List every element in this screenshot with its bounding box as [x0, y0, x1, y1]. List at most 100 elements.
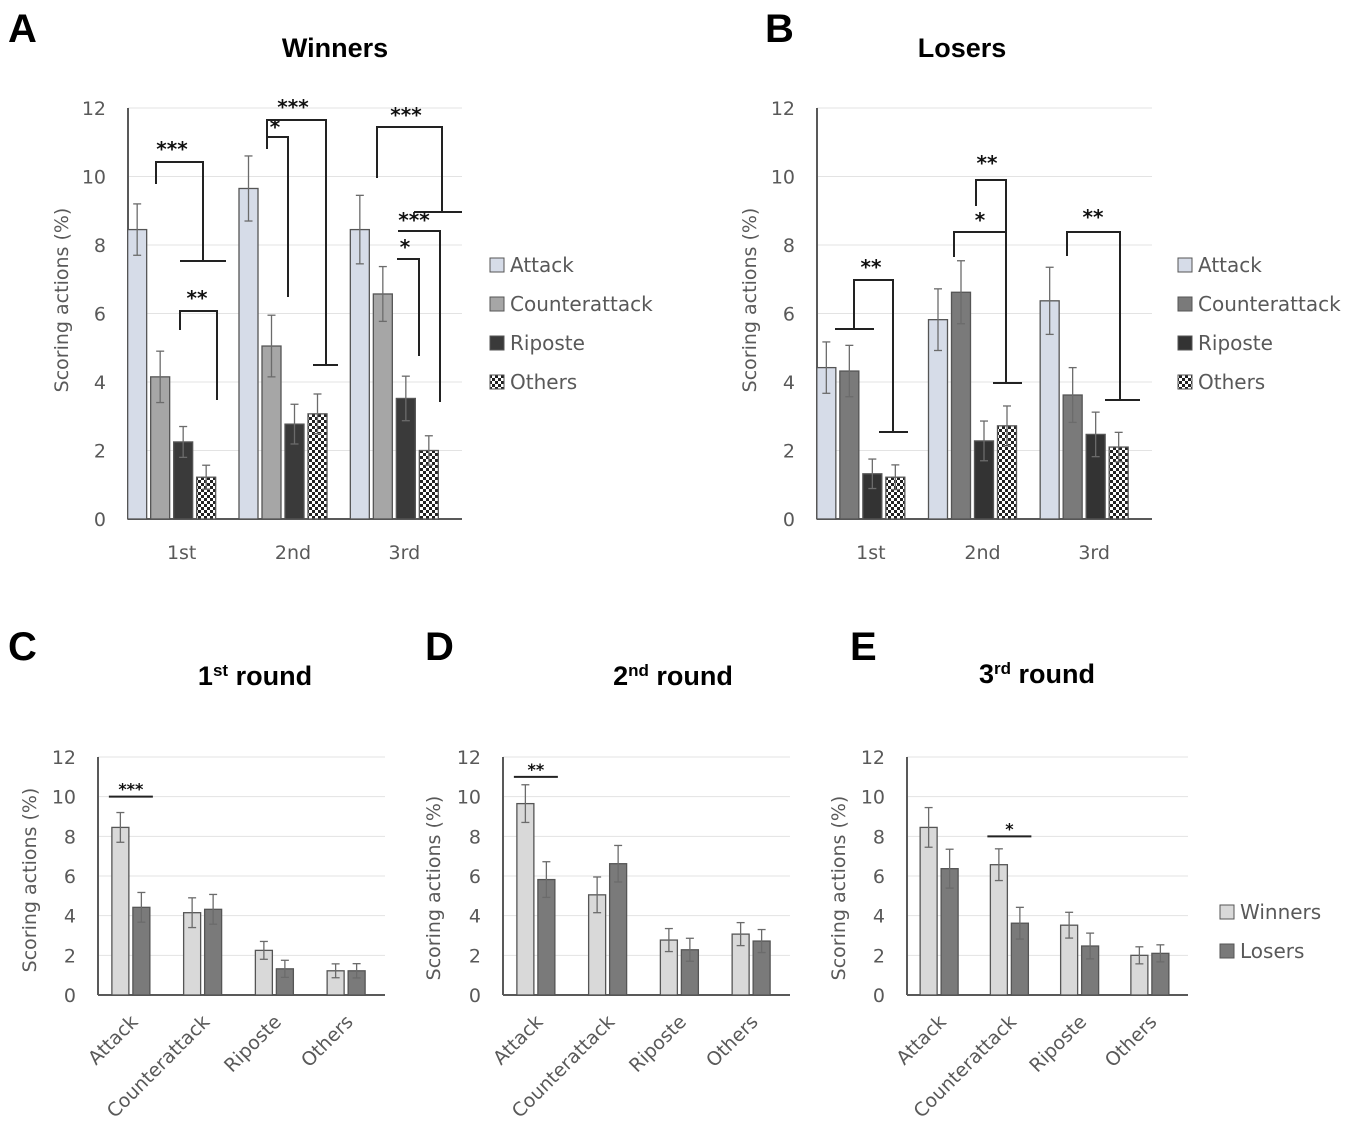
significance-marker: *** — [398, 208, 430, 232]
x-tick-label: Riposte — [625, 1011, 691, 1077]
title-rest: round — [228, 661, 312, 691]
y-axis-label: Scoring actions (%) — [828, 796, 850, 981]
y-tick-label: 6 — [873, 866, 885, 888]
panel-letter: E — [850, 625, 877, 669]
bar-attack — [349, 228, 370, 520]
y-tick-label: 4 — [469, 906, 481, 928]
y-tick-label: 0 — [873, 985, 885, 1007]
bar-winners — [111, 826, 130, 996]
y-tick-label: 0 — [94, 509, 106, 531]
panel-title: Losers — [918, 33, 1007, 63]
y-tick-label: 4 — [94, 372, 106, 394]
y-tick-label: 12 — [52, 747, 76, 769]
significance-marker: * — [400, 235, 411, 259]
title-superscript: nd — [628, 661, 649, 680]
significance-marker: *** — [118, 780, 144, 799]
title-number: 3 — [979, 659, 994, 689]
y-tick-label: 6 — [64, 866, 76, 888]
title-superscript: rd — [994, 659, 1011, 678]
y-tick-label: 12 — [457, 747, 481, 769]
legend-swatch-losers — [1219, 943, 1235, 959]
y-tick-label: 4 — [783, 372, 795, 394]
panel-c: C 1st round 0 2 4 6 8 10 12 Scoring actions (%) At… — [8, 625, 385, 1122]
y-axis-label: Scoring actions (%) — [51, 208, 73, 393]
y-tick-label: 10 — [457, 787, 481, 809]
y-tick-label: 6 — [94, 304, 106, 326]
y-tick-label: 12 — [861, 747, 885, 769]
legend-label: Attack — [1198, 253, 1262, 277]
x-tick-label: 3rd — [1078, 542, 1110, 564]
significance-marker: ** — [187, 286, 208, 310]
title-superscript: st — [213, 661, 228, 680]
y-tick-label: 6 — [783, 304, 795, 326]
bar-counterattack — [372, 293, 393, 520]
significance-marker: *** — [156, 137, 188, 161]
x-tick-label: Others — [1101, 1011, 1162, 1072]
y-tick-label: 2 — [64, 945, 76, 967]
y-tick-label: 2 — [783, 441, 795, 463]
y-tick-label: 2 — [873, 945, 885, 967]
bar-attack — [127, 228, 148, 520]
y-tick-label: 8 — [94, 235, 106, 257]
legend-swatch-attack — [489, 257, 505, 273]
y-tick-label: 4 — [873, 906, 885, 928]
panel-b: B Losers 0 2 4 6 8 10 12 Scoring actions (%) 1st 2n… — [739, 7, 1341, 564]
x-tick-label: Others — [702, 1011, 763, 1072]
y-tick-label: 10 — [771, 167, 795, 189]
x-tick-label: Attack — [892, 1011, 950, 1069]
legend-swatch-attack — [1177, 257, 1193, 273]
legend-label: Riposte — [510, 331, 585, 355]
significance-marker: *** — [277, 95, 309, 119]
panel-title: 3rd round — [979, 659, 1095, 689]
title-number: 1 — [198, 661, 213, 691]
y-tick-label: 0 — [469, 985, 481, 1007]
legend-label: Others — [510, 370, 577, 394]
x-tick-label: 1st — [856, 542, 885, 564]
significance-bracket — [398, 230, 441, 402]
panel-a: A Winners 0 2 4 6 8 10 12 Scoring actions (%) 1st 2… — [8, 7, 653, 564]
panel-letter: D — [425, 625, 454, 669]
bar-attack — [238, 187, 259, 520]
x-tick-label: Riposte — [220, 1011, 286, 1077]
bar-counterattack — [950, 291, 972, 520]
panel-title: Winners — [282, 33, 388, 63]
legend-label: Others — [1198, 370, 1265, 394]
title-rest: round — [1011, 659, 1095, 689]
bar-winners — [919, 826, 938, 996]
y-tick-label: 2 — [469, 945, 481, 967]
legend-label: Counterattack — [1198, 292, 1341, 316]
significance-marker: ** — [861, 255, 882, 279]
significance-bracket — [953, 231, 1007, 383]
y-tick-label: 6 — [469, 866, 481, 888]
legend-swatch-riposte — [489, 335, 505, 351]
legend-label: Riposte — [1198, 331, 1273, 355]
panel-title: 1st round — [198, 661, 312, 691]
significance-marker: * — [1005, 819, 1014, 838]
significance-bracket — [155, 161, 204, 261]
legend-label: Winners — [1240, 900, 1321, 924]
x-tick-label: Attack — [489, 1011, 547, 1069]
y-tick-label: 8 — [783, 235, 795, 257]
significance-bracket — [853, 279, 894, 432]
y-axis-label: Scoring actions (%) — [423, 796, 445, 981]
significance-bracket — [1066, 231, 1121, 400]
y-tick-label: 0 — [64, 985, 76, 1007]
legend-label: Counterattack — [510, 292, 653, 316]
y-tick-label: 4 — [64, 906, 76, 928]
y-tick-label: 0 — [783, 509, 795, 531]
significance-bracket — [266, 136, 289, 297]
legend-swatch-counterattack — [1177, 296, 1193, 312]
significance-bracket — [397, 258, 420, 356]
significance-marker: *** — [390, 103, 422, 127]
panel-title: 2nd round — [613, 661, 733, 691]
bar-winners — [989, 864, 1009, 996]
legend-swatch-others — [1177, 374, 1193, 390]
y-tick-label: 8 — [873, 826, 885, 848]
significance-marker: ** — [1083, 205, 1104, 229]
x-tick-label: 1st — [167, 542, 196, 564]
y-tick-label: 8 — [64, 826, 76, 848]
x-tick-label: Riposte — [1025, 1011, 1091, 1077]
title-number: 2 — [613, 661, 628, 691]
legend-label: Losers — [1240, 939, 1304, 963]
